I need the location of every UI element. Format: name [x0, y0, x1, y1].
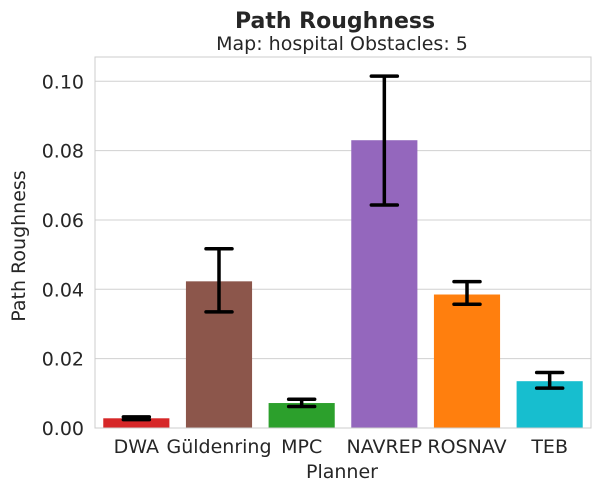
y-tick-label: 0.06 [42, 210, 84, 232]
x-tick-label: MPC [281, 436, 322, 458]
y-tick-label: 0.00 [42, 418, 84, 440]
x-tick-label: NAVREP [346, 436, 422, 458]
bars [103, 140, 583, 428]
chart-title: Path Roughness [235, 9, 435, 34]
bar-rosnav [433, 294, 501, 428]
bar-dwa [103, 418, 170, 428]
y-tick-label: 0.02 [42, 349, 84, 371]
y-tick-label: 0.10 [42, 71, 84, 93]
y-axis-label: Path Roughness [8, 170, 30, 321]
x-tick-label: DWA [114, 436, 159, 458]
y-gridlines [95, 80, 591, 429]
x-tick-label: Güldenring [166, 436, 271, 458]
x-tick-label: TEB [530, 436, 568, 458]
y-tick-labels: 0.00 0.02 0.04 0.06 0.08 0.10 [42, 71, 84, 440]
error-bars [121, 74, 565, 422]
chart-subtitle: Map: hospital Obstacles: 5 [216, 33, 468, 55]
y-tick-label: 0.04 [42, 279, 84, 301]
plot-frame [94, 56, 592, 429]
x-axis-label: Planner [306, 461, 378, 483]
x-tick-labels: DWA Güldenring MPC NAVREP ROSNAV TEB [114, 436, 568, 458]
y-tick-label: 0.08 [42, 141, 84, 163]
x-tick-label: ROSNAV [427, 436, 506, 458]
